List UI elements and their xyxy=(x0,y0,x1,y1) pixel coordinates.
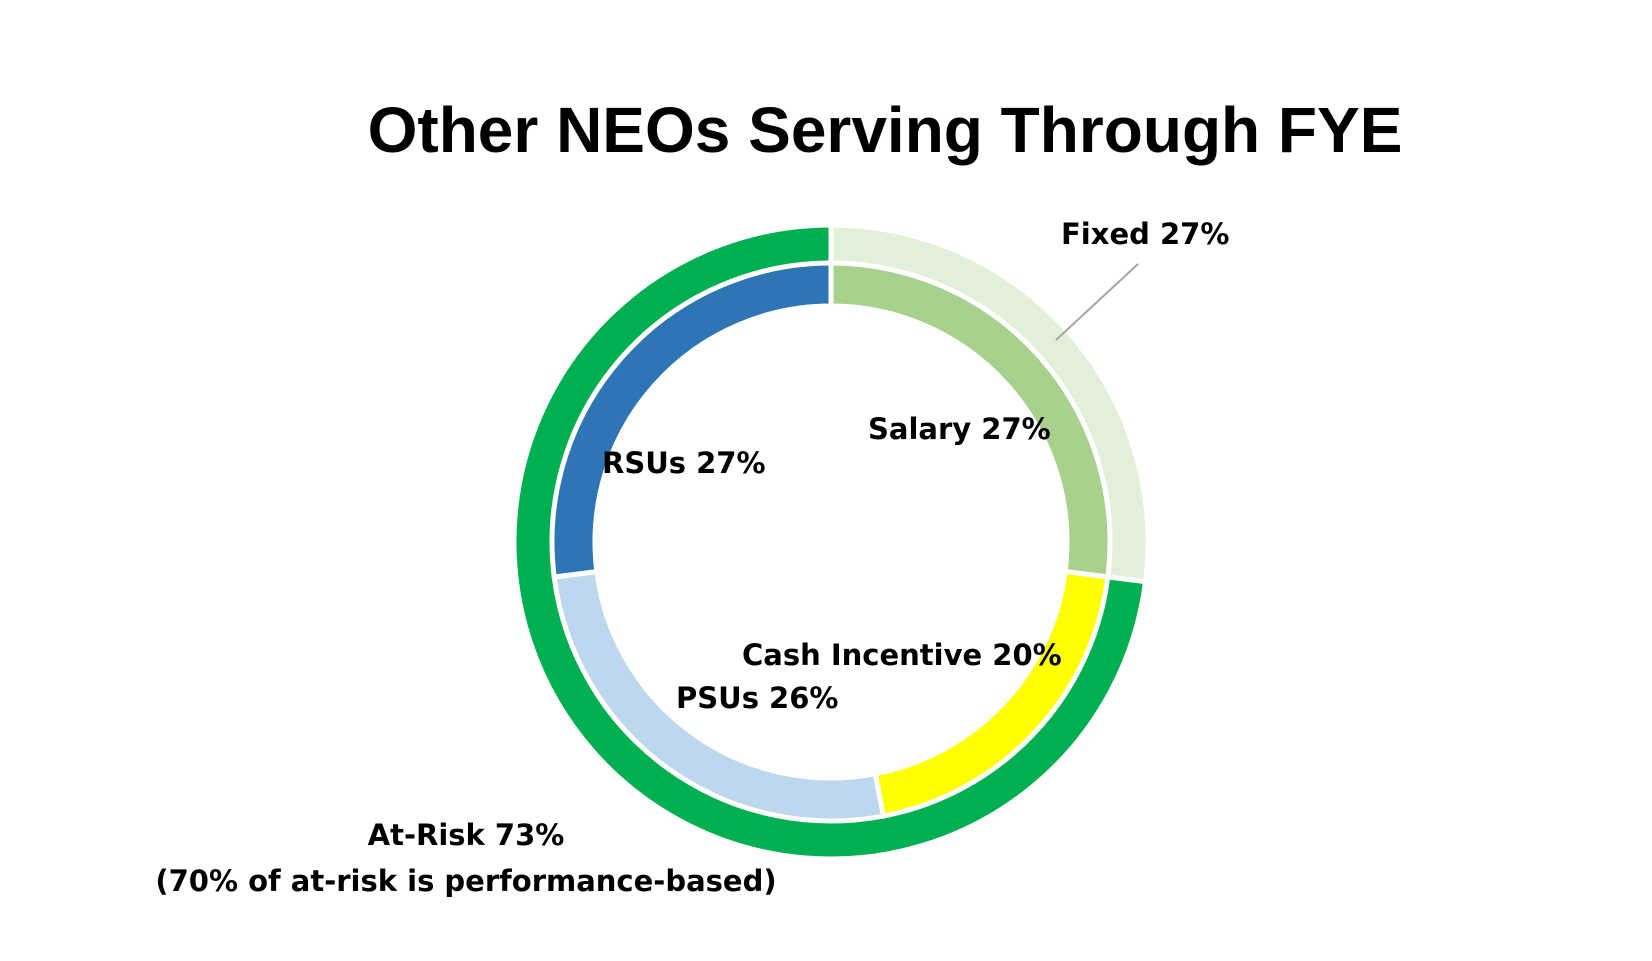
at-risk-note: (70% of at-risk is performance-based) xyxy=(155,864,776,898)
outer-ring xyxy=(511,222,1151,862)
at-risk-label: At-Risk 73% xyxy=(368,818,565,852)
inner-ring xyxy=(549,260,1113,824)
salary-label: Salary 27% xyxy=(868,412,1051,446)
rsus-label: RSUs 27% xyxy=(602,446,766,480)
psus-label: PSUs 26% xyxy=(676,681,838,715)
fixed-label: Fixed 27% xyxy=(1061,217,1229,251)
slice-rsus xyxy=(549,260,834,580)
cash-incentive-label: Cash Incentive 20% xyxy=(742,638,1062,672)
fixed-leader-line xyxy=(1055,263,1139,341)
chart-title: Other NEOs Serving Through FYE xyxy=(368,94,1403,166)
